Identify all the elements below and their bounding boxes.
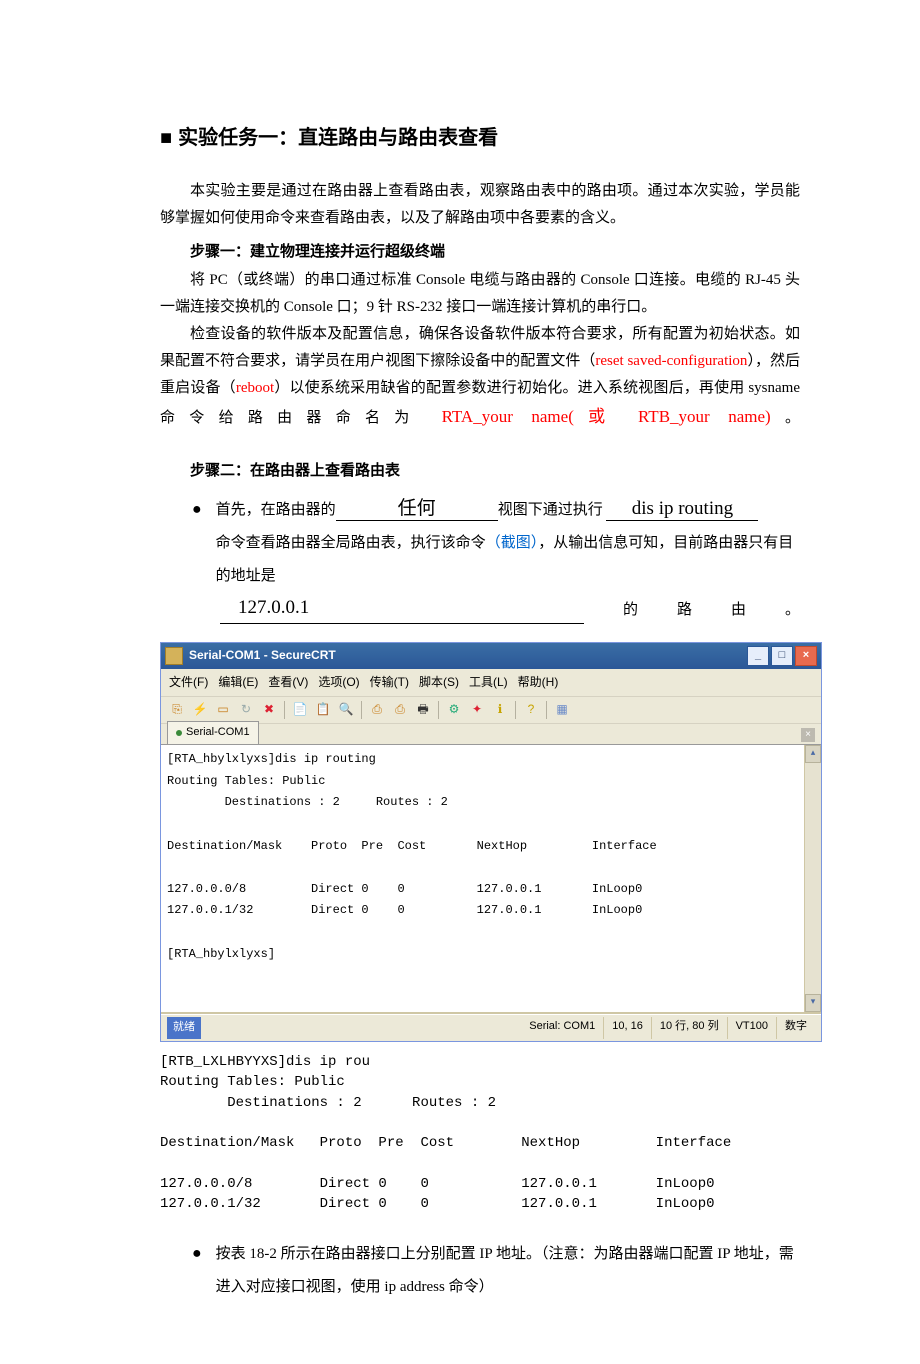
menu-options[interactable]: 选项(O) — [318, 672, 359, 694]
scrollbar[interactable]: ▴ ▾ — [804, 745, 821, 1012]
answer-line: 127.0.0.1 的 路 由 。 — [220, 597, 800, 624]
toolbar-separator — [284, 701, 285, 719]
app-icon — [165, 647, 183, 665]
scroll-down-icon[interactable]: ▾ — [805, 994, 821, 1012]
menu-tools[interactable]: 工具(L) — [469, 672, 508, 694]
bullet-two-text: 按表 18-2 所示在路由器接口上分别配置 IP 地址。（注意：为路由器端口配置… — [216, 1238, 800, 1304]
status-ready: 就绪 — [167, 1017, 201, 1039]
tb-reconnect-icon[interactable]: ↻ — [236, 700, 256, 720]
menu-script[interactable]: 脚本(S) — [419, 672, 459, 694]
scroll-up-icon[interactable]: ▴ — [805, 745, 821, 763]
bullet-two: ● 按表 18-2 所示在路由器接口上分别配置 IP 地址。（注意：为路由器端口… — [192, 1238, 800, 1304]
intro-paragraph: 本实验主要是通过在路由器上查看路由表，观察路由表中的路由项。通过本次实验，学员能… — [160, 178, 800, 232]
tb-paste-icon[interactable]: 📋 — [313, 700, 333, 720]
menu-bar: 文件(F) 编辑(E) 查看(V) 选项(O) 传输(T) 脚本(S) 工具(L… — [161, 669, 821, 697]
tb-find-icon[interactable]: 🔍 — [336, 700, 356, 720]
toolbar: ⎘ ⚡ ▭ ↻ ✖ 📄 📋 🔍 ⎙ ⎙ 🖶 ⚙ ✦ ℹ ? ▦ — [161, 696, 821, 724]
blank-command: dis ip routing — [606, 498, 758, 522]
status-num: 数字 — [777, 1017, 815, 1039]
menu-help[interactable]: 帮助(H) — [518, 672, 559, 694]
tb-extra-icon[interactable]: ▦ — [552, 700, 572, 720]
toolbar-separator-2 — [361, 701, 362, 719]
bullet-one: ● 首先，在路由器的任何视图下通过执行 dis ip routing 命令查看路… — [192, 494, 800, 593]
b1-mid: 视图下通过执行 — [498, 502, 603, 518]
heading-text: 实验任务一：直连路由与路由表查看 — [178, 127, 498, 149]
tab-label: Serial-COM1 — [186, 723, 250, 743]
terminal-text: [RTA_hbylxlyxs]dis ip routing Routing Ta… — [167, 752, 657, 960]
tab-serial-com1[interactable]: Serial-COM1 — [167, 721, 259, 744]
scroll-track[interactable] — [805, 763, 821, 994]
tb-print-icon[interactable]: ⎙ — [367, 700, 387, 720]
b1-line2a: 命令查看路由器全局路由表，执行该命令 — [216, 535, 486, 551]
step-one-p1: 将 PC（或终端）的串口通过标准 Console 电缆与路由器的 Console… — [160, 267, 800, 321]
tb-options-icon[interactable]: ⚙ — [444, 700, 464, 720]
maximize-button[interactable]: □ — [771, 646, 793, 666]
bullet-dot-icon: ● — [192, 496, 202, 525]
tail-b: 路 — [677, 597, 692, 624]
rtb-terminal-output: [RTB_LXLHBYYXS]dis ip rou Routing Tables… — [160, 1052, 800, 1214]
tab-close-icon[interactable]: × — [801, 728, 815, 742]
tail-a: 的 — [623, 597, 638, 624]
crt-window: Serial-COM1 - SecureCRT _ □ × 文件(F) 编辑(E… — [160, 642, 822, 1043]
tail-c: 由 — [731, 597, 746, 624]
p2-red-4: 或 — [574, 407, 620, 426]
menu-file[interactable]: 文件(F) — [169, 672, 208, 694]
close-button[interactable]: × — [795, 646, 817, 666]
status-term-type: VT100 — [728, 1017, 777, 1039]
window-buttons: _ □ × — [747, 646, 817, 666]
b1-lead: 首先，在路由器的 — [216, 502, 336, 518]
step-one-title: 步骤一：建立物理连接并运行超级终端 — [160, 238, 800, 265]
status-rows-cols: 10 行, 80 列 — [652, 1017, 728, 1039]
document-page: ■ 实验任务一：直连路由与路由表查看 本实验主要是通过在路由器上查看路由表，观察路… — [0, 0, 920, 1364]
menu-edit[interactable]: 编辑(E) — [218, 672, 258, 694]
p2-seg-d: 。 — [771, 410, 800, 426]
crt-titlebar: Serial-COM1 - SecureCRT _ □ × — [161, 643, 821, 669]
tb-connect-icon[interactable]: ⎘ — [167, 700, 187, 720]
tb-printer-icon[interactable]: 🖶 — [413, 700, 433, 720]
tb-quick-icon[interactable]: ⚡ — [190, 700, 210, 720]
terminal-output: [RTA_hbylxlyxs]dis ip routing Routing Ta… — [161, 745, 821, 1014]
toolbar-separator-3 — [438, 701, 439, 719]
b1-snapshot: （截图） — [486, 535, 539, 551]
tb-disconnect-icon[interactable]: ✖ — [259, 700, 279, 720]
tab-status-dot-icon — [176, 730, 182, 736]
status-spacer — [201, 1017, 521, 1039]
bullet-one-text: 首先，在路由器的任何视图下通过执行 dis ip routing 命令查看路由器… — [216, 494, 800, 593]
tb-info-icon[interactable]: ℹ — [490, 700, 510, 720]
tb-session-icon[interactable]: ▭ — [213, 700, 233, 720]
securecrt-screenshot: Serial-COM1 - SecureCRT _ □ × 文件(F) 编辑(E… — [160, 642, 800, 1043]
menu-view[interactable]: 查看(V) — [268, 672, 308, 694]
status-port: Serial: COM1 — [521, 1017, 604, 1039]
p2-red-3: RTA_your name( — [442, 407, 574, 426]
tab-bar: Serial-COM1 × — [161, 724, 821, 745]
heading-bullet: ■ — [160, 127, 172, 149]
step-one-p2: 检查设备的软件版本及配置信息，确保各设备软件版本符合要求，所有配置为初始状态。如… — [160, 321, 800, 433]
blank-view: 任何 — [336, 498, 498, 522]
tb-help-icon[interactable]: ? — [521, 700, 541, 720]
blank-answer: 127.0.0.1 — [220, 597, 584, 624]
toolbar-separator-5 — [546, 701, 547, 719]
p2-red-2: reboot — [236, 380, 274, 396]
tb-print2-icon[interactable]: ⎙ — [390, 700, 410, 720]
minimize-button[interactable]: _ — [747, 646, 769, 666]
bullet-dot-icon-2: ● — [192, 1240, 202, 1269]
status-bar: 就绪 Serial: COM1 10, 16 10 行, 80 列 VT100 … — [161, 1014, 821, 1041]
task-heading: ■ 实验任务一：直连路由与路由表查看 — [160, 120, 800, 156]
p2-red-5: RTB_your name) — [619, 407, 770, 426]
p2-red-1: reset saved-configuration — [595, 353, 747, 369]
window-title: Serial-COM1 - SecureCRT — [189, 645, 747, 667]
tail-d: 。 — [785, 597, 800, 624]
menu-transfer[interactable]: 传输(T) — [370, 672, 409, 694]
step-two-title: 步骤二：在路由器上查看路由表 — [160, 457, 800, 484]
tb-copy-icon[interactable]: 📄 — [290, 700, 310, 720]
tb-tools-icon[interactable]: ✦ — [467, 700, 487, 720]
toolbar-separator-4 — [515, 701, 516, 719]
status-position: 10, 16 — [604, 1017, 652, 1039]
